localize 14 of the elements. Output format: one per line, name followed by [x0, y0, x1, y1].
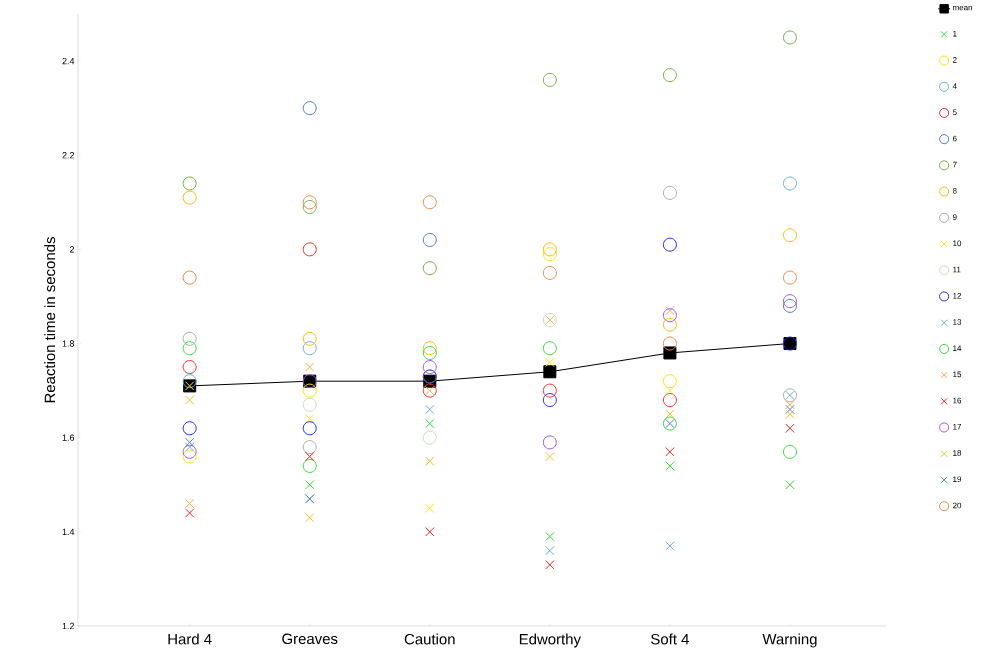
y-tick-label: 2 [69, 246, 75, 253]
y-tick-label: 1.8 [62, 340, 75, 347]
y-tick-label: 2.4 [62, 57, 75, 65]
x-tick-label: Greaves [282, 633, 338, 645]
y-tick-label: 2.2 [62, 152, 75, 159]
x-tick-label: Edworthy [519, 633, 581, 648]
x-tick-label: Warning [762, 633, 817, 648]
y-axis-title: Reaction time in seconds [44, 237, 56, 403]
y-tick-label: 1.6 [62, 434, 75, 441]
x-tick-label: Caution [404, 633, 455, 645]
x-tick-label: Soft 4 [651, 633, 689, 645]
x-tick-label: Hard 4 [168, 633, 212, 645]
y-tick-label: 1.2 [62, 622, 75, 630]
y-tick-label: 1.4 [62, 528, 75, 535]
